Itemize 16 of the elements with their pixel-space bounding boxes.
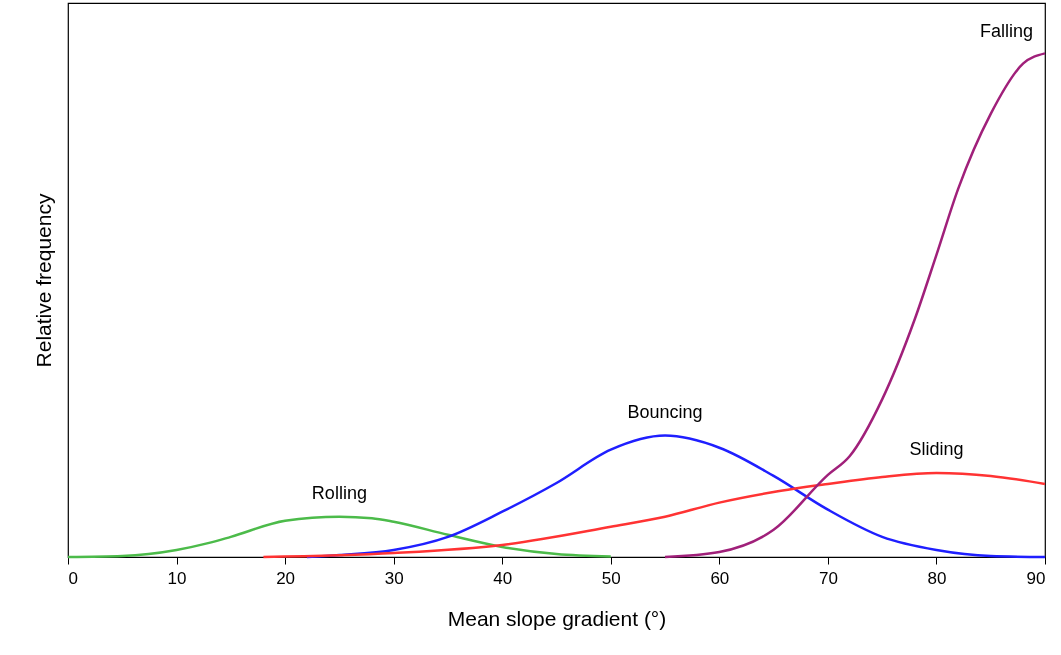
x-tick-label: 60: [710, 568, 730, 588]
x-tick-label: 20: [276, 568, 296, 588]
series-label: Bouncing: [627, 401, 703, 422]
x-axis-title: Mean slope gradient (°): [447, 606, 667, 630]
x-tick-label: 80: [927, 568, 947, 588]
x-tick-label: 10: [167, 568, 187, 588]
x-tick-label: 0: [68, 568, 78, 588]
y-axis-title: Relative frequency: [31, 193, 55, 368]
series-label: Falling: [979, 21, 1033, 42]
series-label: Rolling: [311, 482, 367, 503]
series-label: Sliding: [909, 438, 964, 459]
x-tick-label: 90: [1026, 568, 1046, 588]
x-tick-label: 70: [818, 568, 838, 588]
x-tick-label: 50: [601, 568, 621, 588]
x-tick-label: 30: [384, 568, 404, 588]
x-tick-label: 40: [493, 568, 513, 588]
